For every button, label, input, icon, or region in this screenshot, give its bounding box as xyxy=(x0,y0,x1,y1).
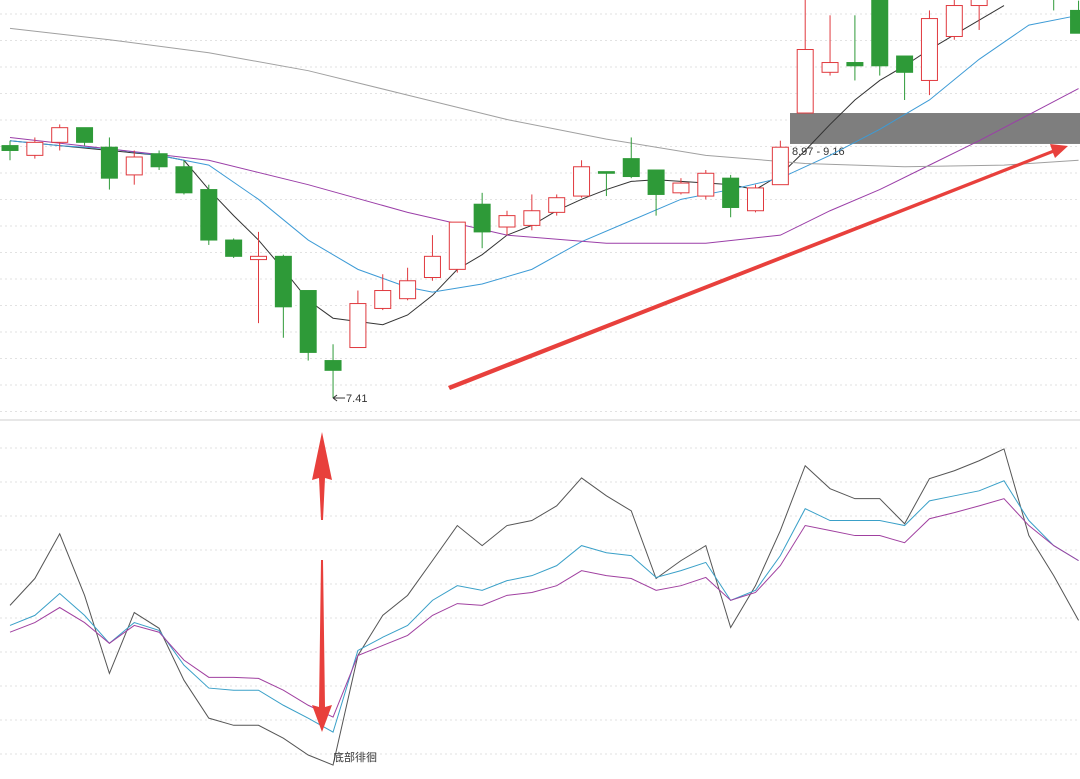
candle-body xyxy=(225,239,243,257)
candle-body xyxy=(597,171,615,174)
candle-body xyxy=(299,290,317,353)
candle-body xyxy=(523,210,541,226)
candle-body xyxy=(150,153,168,168)
candle-body xyxy=(896,55,914,73)
candle-body xyxy=(697,172,715,197)
low-pointer-head xyxy=(332,394,338,402)
candle-body xyxy=(722,177,740,208)
candle-body xyxy=(647,169,665,195)
candle-body xyxy=(399,280,417,300)
candle-body xyxy=(920,18,938,81)
candle-body xyxy=(250,255,267,261)
indicator-line xyxy=(9,498,1079,718)
candle-body xyxy=(498,215,516,228)
moving-average xyxy=(9,5,1005,326)
candle-body xyxy=(423,255,441,279)
candle-body xyxy=(970,0,988,7)
candle-body xyxy=(26,141,44,156)
candle-body xyxy=(448,221,466,270)
candle-body xyxy=(473,203,491,233)
price-panel: 8.97 - 9.167.41 xyxy=(1,0,1080,405)
candle-body xyxy=(771,146,789,186)
indicator-line xyxy=(9,480,1079,733)
down-arrow xyxy=(312,560,332,732)
candle-body xyxy=(573,166,591,197)
indicator-panel: 底部徘徊 xyxy=(9,448,1079,766)
candle-body xyxy=(349,303,367,349)
candle-body xyxy=(747,187,764,212)
candle-body xyxy=(796,49,814,114)
candle-body xyxy=(51,127,69,143)
candle-body xyxy=(548,197,566,213)
candle-body xyxy=(821,62,839,73)
candle-body xyxy=(76,127,94,143)
candle-body xyxy=(175,166,193,194)
moving-average xyxy=(9,14,1079,293)
grid xyxy=(0,13,1080,755)
candle-body xyxy=(672,182,690,194)
candle-body xyxy=(871,0,889,67)
candle-body xyxy=(1,145,19,151)
arrows xyxy=(312,144,1068,732)
candle-body xyxy=(1070,9,1080,34)
low-label: 7.41 xyxy=(346,393,367,405)
annotation: 底部徘徊 xyxy=(333,750,377,764)
range-band xyxy=(790,113,1080,144)
trend-arrow xyxy=(448,144,1068,390)
candle-body xyxy=(100,146,118,179)
moving-average xyxy=(9,88,1079,244)
candle-body xyxy=(125,156,143,176)
candle-body xyxy=(945,5,963,37)
candle-body xyxy=(200,189,218,241)
candle-body xyxy=(846,62,864,67)
moving-average xyxy=(9,27,1079,168)
indicator-line xyxy=(9,448,1079,766)
candle-body xyxy=(274,255,292,308)
up-arrow xyxy=(312,432,332,520)
candle-body xyxy=(374,290,392,309)
candle-body xyxy=(622,158,640,178)
candle-body xyxy=(324,360,342,371)
